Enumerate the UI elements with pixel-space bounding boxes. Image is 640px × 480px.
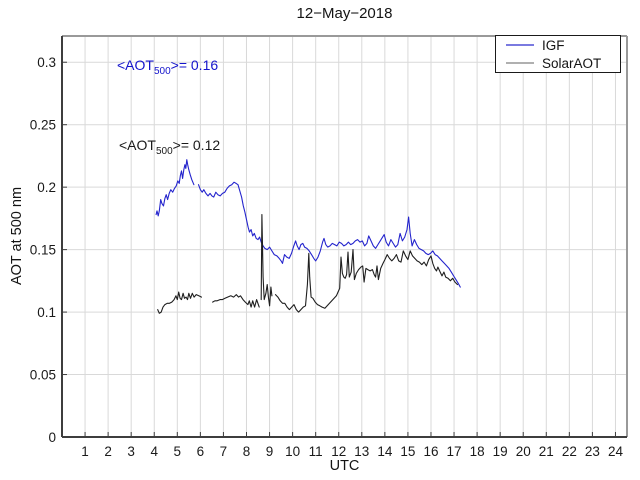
legend-line-solaraot-icon: [506, 62, 534, 64]
x-tick-label: 14: [377, 444, 393, 459]
x-tick-label: 18: [470, 444, 485, 459]
legend-line-igf-icon: [506, 44, 534, 46]
x-tick-label: 23: [585, 444, 600, 459]
y-tick-label: 0.3: [37, 55, 56, 70]
series-line-igf: [155, 159, 195, 217]
legend-item-igf: IGF: [496, 38, 620, 53]
y-tick-label: 0.25: [30, 118, 56, 133]
legend-item-solaraot: SolarAOT: [496, 56, 620, 71]
x-tick-label: 2: [104, 444, 112, 459]
x-tick-label: 16: [423, 444, 438, 459]
x-axis-label: UTC: [329, 458, 360, 474]
x-tick-label: 4: [150, 444, 158, 459]
chart-title: 12−May−2018: [296, 5, 393, 22]
legend-label-solaraot: SolarAOT: [542, 55, 602, 71]
x-tick-label: 5: [174, 444, 182, 459]
x-tick-label: 8: [243, 444, 251, 459]
x-tick-label: 12: [331, 444, 346, 459]
x-tick-label: 9: [266, 444, 274, 459]
annotation-igf-subscript: 500: [153, 66, 171, 77]
series-line-solaraot: [274, 249, 459, 313]
x-tick-label: 6: [197, 444, 205, 459]
x-tick-label: 15: [400, 444, 415, 459]
annotation-solar-mean: <AOT500>= 0.12: [119, 137, 220, 157]
annotation-igf-prefix: <AOT: [117, 57, 154, 73]
y-tick-label: 0: [48, 430, 56, 445]
annotation-solar-value: >= 0.12: [172, 137, 221, 153]
series-line-igf: [197, 181, 461, 288]
y-tick-label: 0.05: [30, 368, 56, 383]
x-tick-label: 24: [608, 444, 624, 459]
series-line-solaraot: [260, 214, 273, 307]
x-tick-label: 11: [309, 444, 323, 459]
x-tick-label: 21: [539, 444, 554, 459]
y-tick-label: 0.15: [30, 243, 56, 258]
annotation-solar-prefix: <AOT: [119, 137, 156, 153]
x-tick-label: 22: [562, 444, 577, 459]
series-line-solaraot: [157, 291, 203, 314]
y-axis-label: AOT at 500 nm: [9, 186, 25, 286]
x-tick-label: 13: [354, 444, 369, 459]
x-tick-label: 3: [127, 444, 135, 459]
annotation-solar-subscript: 500: [155, 146, 173, 157]
annotation-igf-mean: <AOT500>= 0.16: [117, 57, 218, 77]
y-tick-label: 0.2: [37, 180, 56, 195]
legend: IGF SolarAOT: [495, 35, 621, 73]
x-tick-label: 19: [493, 444, 508, 459]
x-tick-label: 17: [447, 444, 462, 459]
x-tick-label: 1: [81, 444, 89, 459]
x-tick-label: 7: [220, 444, 228, 459]
annotation-igf-value: >= 0.16: [170, 57, 219, 73]
x-tick-label: 10: [285, 444, 300, 459]
legend-label-igf: IGF: [542, 37, 565, 53]
x-tick-label: 20: [516, 444, 531, 459]
series-line-solaraot: [212, 294, 260, 308]
y-tick-label: 0.1: [37, 305, 56, 320]
